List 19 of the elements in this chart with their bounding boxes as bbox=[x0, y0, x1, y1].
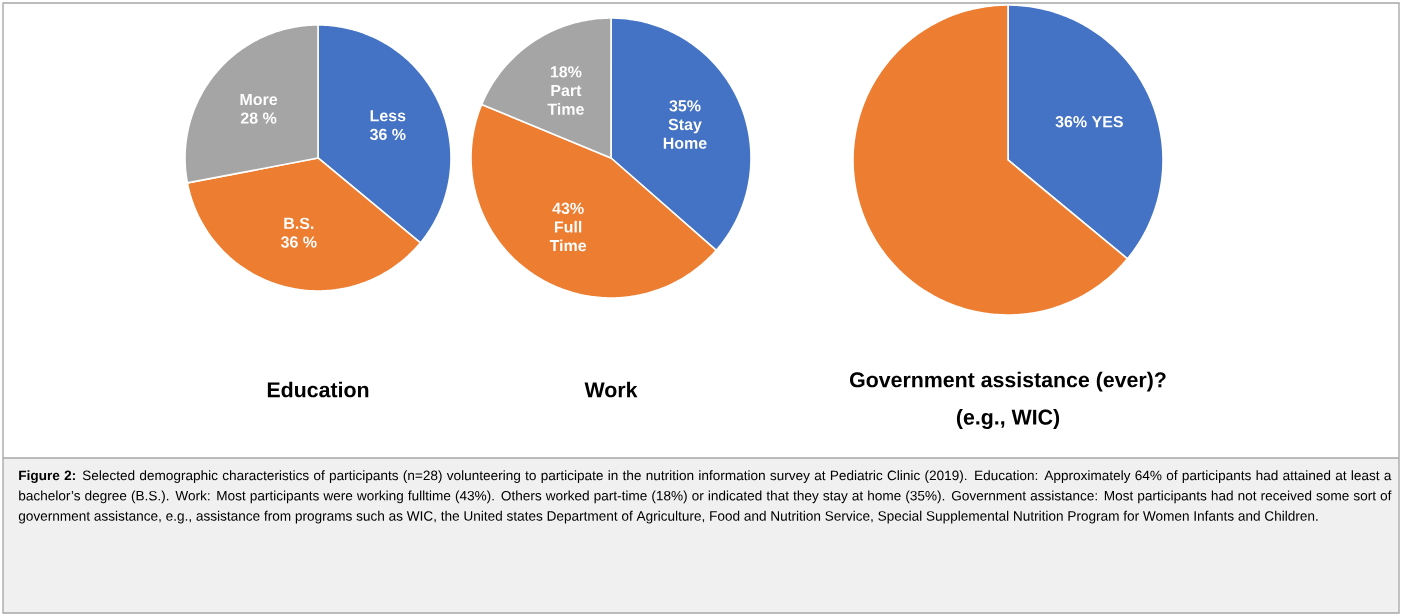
slice-label: Less bbox=[370, 110, 406, 122]
slice-label: More bbox=[240, 93, 278, 106]
text: (e.g., WIC) bbox=[956, 409, 1060, 429]
slice-label: Full Time bbox=[549, 220, 587, 252]
data-label: 43% bbox=[552, 202, 584, 214]
data-label: 36% bbox=[1055, 116, 1087, 128]
slice-label: YES bbox=[1091, 116, 1123, 128]
slice-label: B.S. bbox=[284, 217, 314, 230]
slice-label: Part Time bbox=[547, 84, 584, 115]
data-label: 36 % bbox=[369, 128, 406, 141]
data-label: 28 % bbox=[240, 112, 277, 124]
slice-label: Stay Home bbox=[663, 118, 707, 149]
text: Education bbox=[267, 381, 369, 398]
data-label: 35% bbox=[669, 100, 701, 112]
text: Government assistance (ever)? bbox=[850, 371, 1166, 392]
data-label: 18% bbox=[550, 66, 582, 78]
text: Work bbox=[584, 381, 638, 398]
data-label: 36 % bbox=[280, 236, 317, 248]
text: Figure 2: Selected demographic characteristics of participants (n=28) volunteering to participate in the nutrition information survey at Pediatric Clinic (2019). Education: Approximately 64% of participants had attained at least a bachelor’s degree (B.S.). Work: Most participants were working fulltime (43%). Others worked part-time (18%) or indicated that they stay at home (35%). Government assistance: Most participants had not received some sort of government assistance, e.g., assistance from programs such as WIC, the United states Department of Agriculture, Food and Nutrition Service, Special Supplemental Nutrition Program for Women Infants and Children. bbox=[18, 470, 1392, 524]
